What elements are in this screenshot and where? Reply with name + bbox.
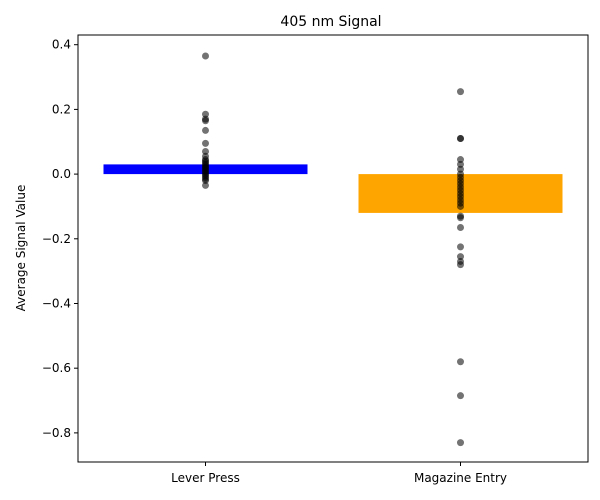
points-layer <box>202 52 464 447</box>
data-point-magazine-entry-25 <box>457 392 464 400</box>
data-point-lever-press-21 <box>202 177 209 185</box>
data-point-magazine-entry-23 <box>457 261 464 269</box>
data-point-lever-press-4 <box>202 126 209 134</box>
y-axis-title: Average Signal Value <box>14 185 28 312</box>
x-tick-label-magazine-entry: Magazine Entry <box>414 471 507 485</box>
y-tick-label-6: −0.8 <box>42 426 71 440</box>
data-point-magazine-entry-3 <box>457 156 464 164</box>
data-point-magazine-entry-19 <box>457 223 464 231</box>
chart-title: 405 nm Signal <box>280 14 381 30</box>
data-point-magazine-entry-20 <box>457 243 464 251</box>
data-point-magazine-entry-0 <box>457 88 464 96</box>
data-point-lever-press-5 <box>202 139 209 147</box>
y-tick-label-0: 0.4 <box>52 38 71 52</box>
plot-frame <box>77 34 589 463</box>
data-point-lever-press-1 <box>202 110 209 118</box>
data-point-magazine-entry-21 <box>457 253 464 261</box>
y-tick-label-2: 0.0 <box>52 167 71 181</box>
data-point-magazine-entry-2 <box>457 135 464 143</box>
data-point-magazine-entry-4 <box>457 160 464 168</box>
x-tick-label-lever-press: Lever Press <box>171 471 240 485</box>
bars-layer <box>103 164 563 213</box>
data-point-lever-press-22 <box>202 181 209 189</box>
y-axis: 0.4 0.2 0.0 −0.2 −0.4 −0.6 −0.8 <box>42 38 78 440</box>
data-point-lever-press-6 <box>202 147 209 155</box>
data-point-lever-press-0 <box>202 52 209 60</box>
data-point-magazine-entry-24 <box>457 358 464 366</box>
y-tick-label-3: −0.2 <box>42 232 71 246</box>
y-tick-label-4: −0.4 <box>42 296 71 310</box>
data-point-magazine-entry-16 <box>457 202 464 210</box>
data-point-lever-press-3 <box>202 117 209 125</box>
data-point-magazine-entry-5 <box>457 165 464 173</box>
x-axis: Lever Press Magazine Entry <box>171 462 507 485</box>
data-point-magazine-entry-26 <box>457 439 464 447</box>
y-tick-label-1: 0.2 <box>52 102 71 116</box>
y-tick-label-5: −0.6 <box>42 361 71 375</box>
data-point-magazine-entry-18 <box>457 214 464 222</box>
